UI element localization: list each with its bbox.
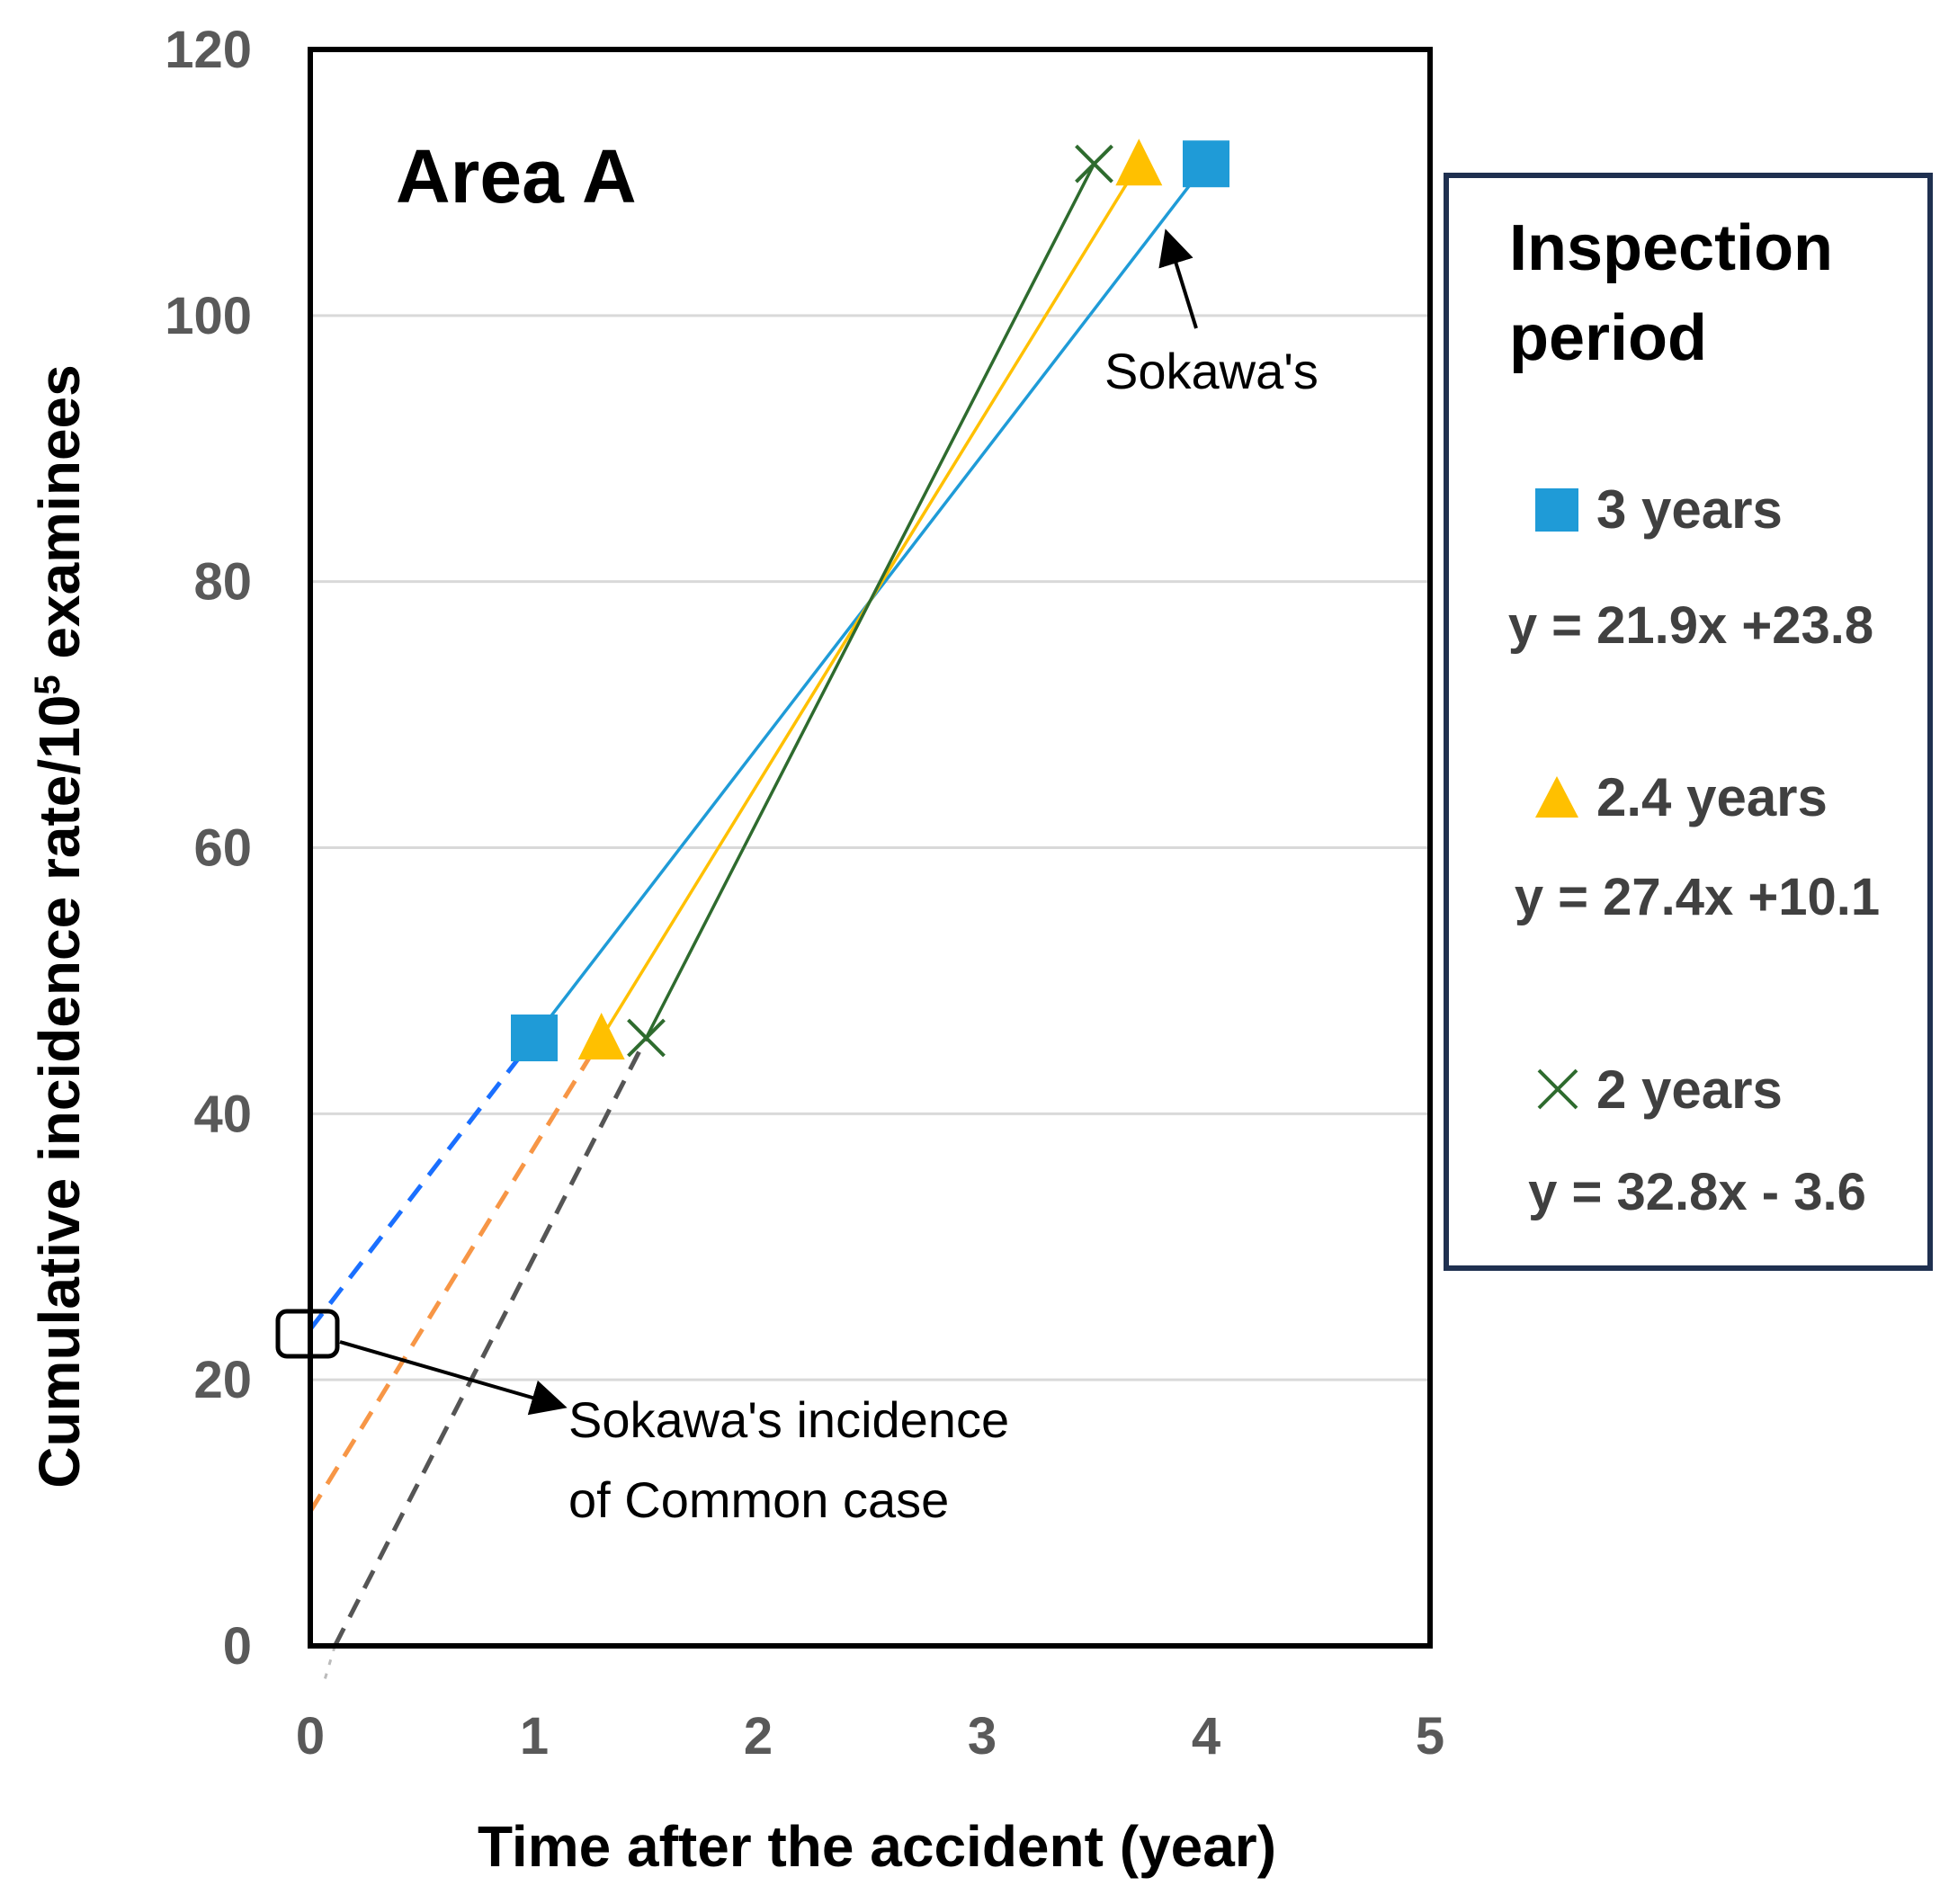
x-axis-title: Time after the accident (year) (478, 1814, 1276, 1879)
regression-extensions (308, 1036, 648, 1683)
data-point-1-1 (1115, 139, 1163, 186)
legend-square-marker (1535, 488, 1578, 532)
extension-line-1 (308, 1036, 603, 1513)
legend-title-line1: Inspection (1509, 212, 1833, 284)
y-tick-label-100: 100 (165, 287, 252, 345)
legend-equation-2-4-years: y = 27.4x +10.1 (1515, 868, 1880, 926)
series-lines (532, 163, 1208, 1040)
x-tick-label-4: 4 (1192, 1707, 1220, 1765)
legend-label-2-years: 2 years (1596, 1059, 1783, 1120)
x-tick-label-3: 3 (968, 1707, 997, 1765)
plot-frame (308, 47, 1433, 1649)
series-markers (511, 139, 1229, 1062)
x-tick-label-0: 0 (296, 1707, 325, 1765)
y-tick-label-20: 20 (193, 1351, 252, 1409)
legend-label-2-4-years: 2.4 years (1596, 767, 1828, 827)
chart-title: Area A (396, 134, 637, 219)
annotation-top-label: Sokawa's (1104, 343, 1319, 399)
extension-line-0 (308, 1036, 536, 1331)
intercept-annotation-arrow (339, 1340, 568, 1416)
intercept-annotation-line1: Sokawa's incidence (568, 1391, 1009, 1448)
y-tick-label-80: 80 (193, 553, 252, 612)
legend-frame (1444, 173, 1933, 1271)
data-point-2-1 (1075, 144, 1113, 183)
extension-tail-2 (322, 1645, 336, 1683)
legend-title-line2: period (1509, 302, 1707, 374)
x-tick-label-2: 2 (744, 1707, 773, 1765)
x-tick-labels: 0 1 2 3 4 5 (296, 1707, 1444, 1765)
legend-x-marker (1537, 1068, 1578, 1110)
legend-triangle-marker (1535, 776, 1578, 818)
x-tick-label-5: 5 (1416, 1707, 1444, 1765)
data-point-0-0 (511, 1015, 558, 1062)
y-tick-labels: 0 20 40 60 80 100 120 (165, 21, 252, 1676)
legend-equation-3-years: y = 21.9x +23.8 (1508, 596, 1873, 655)
data-point-1-0 (577, 1013, 625, 1060)
data-point-0-1 (1183, 140, 1229, 188)
legend: Inspection period 3 years y = 21.9x +23.… (1444, 173, 1933, 1271)
intercept-annotation-line2: of Common case (568, 1471, 949, 1528)
x-tick-label-1: 1 (520, 1707, 549, 1765)
series-line-2 (644, 163, 1096, 1039)
y-tick-label-0: 0 (223, 1617, 252, 1676)
y-tick-label-120: 120 (165, 21, 252, 79)
legend-equation-2-years: y = 32.8x - 3.6 (1528, 1163, 1866, 1221)
y-tick-label-40: 40 (193, 1085, 252, 1143)
extension-line-2 (333, 1036, 648, 1648)
data-point-2-0 (627, 1018, 666, 1058)
gridlines (310, 314, 1430, 1381)
y-axis-title: Cumulative incidence rate/105 examinees (27, 364, 92, 1488)
annotation-top-arrow (1158, 228, 1198, 329)
y-tick-label-60: 60 (193, 819, 252, 878)
legend-label-3-years: 3 years (1596, 479, 1783, 540)
intercept-highlight-box (275, 1309, 340, 1359)
